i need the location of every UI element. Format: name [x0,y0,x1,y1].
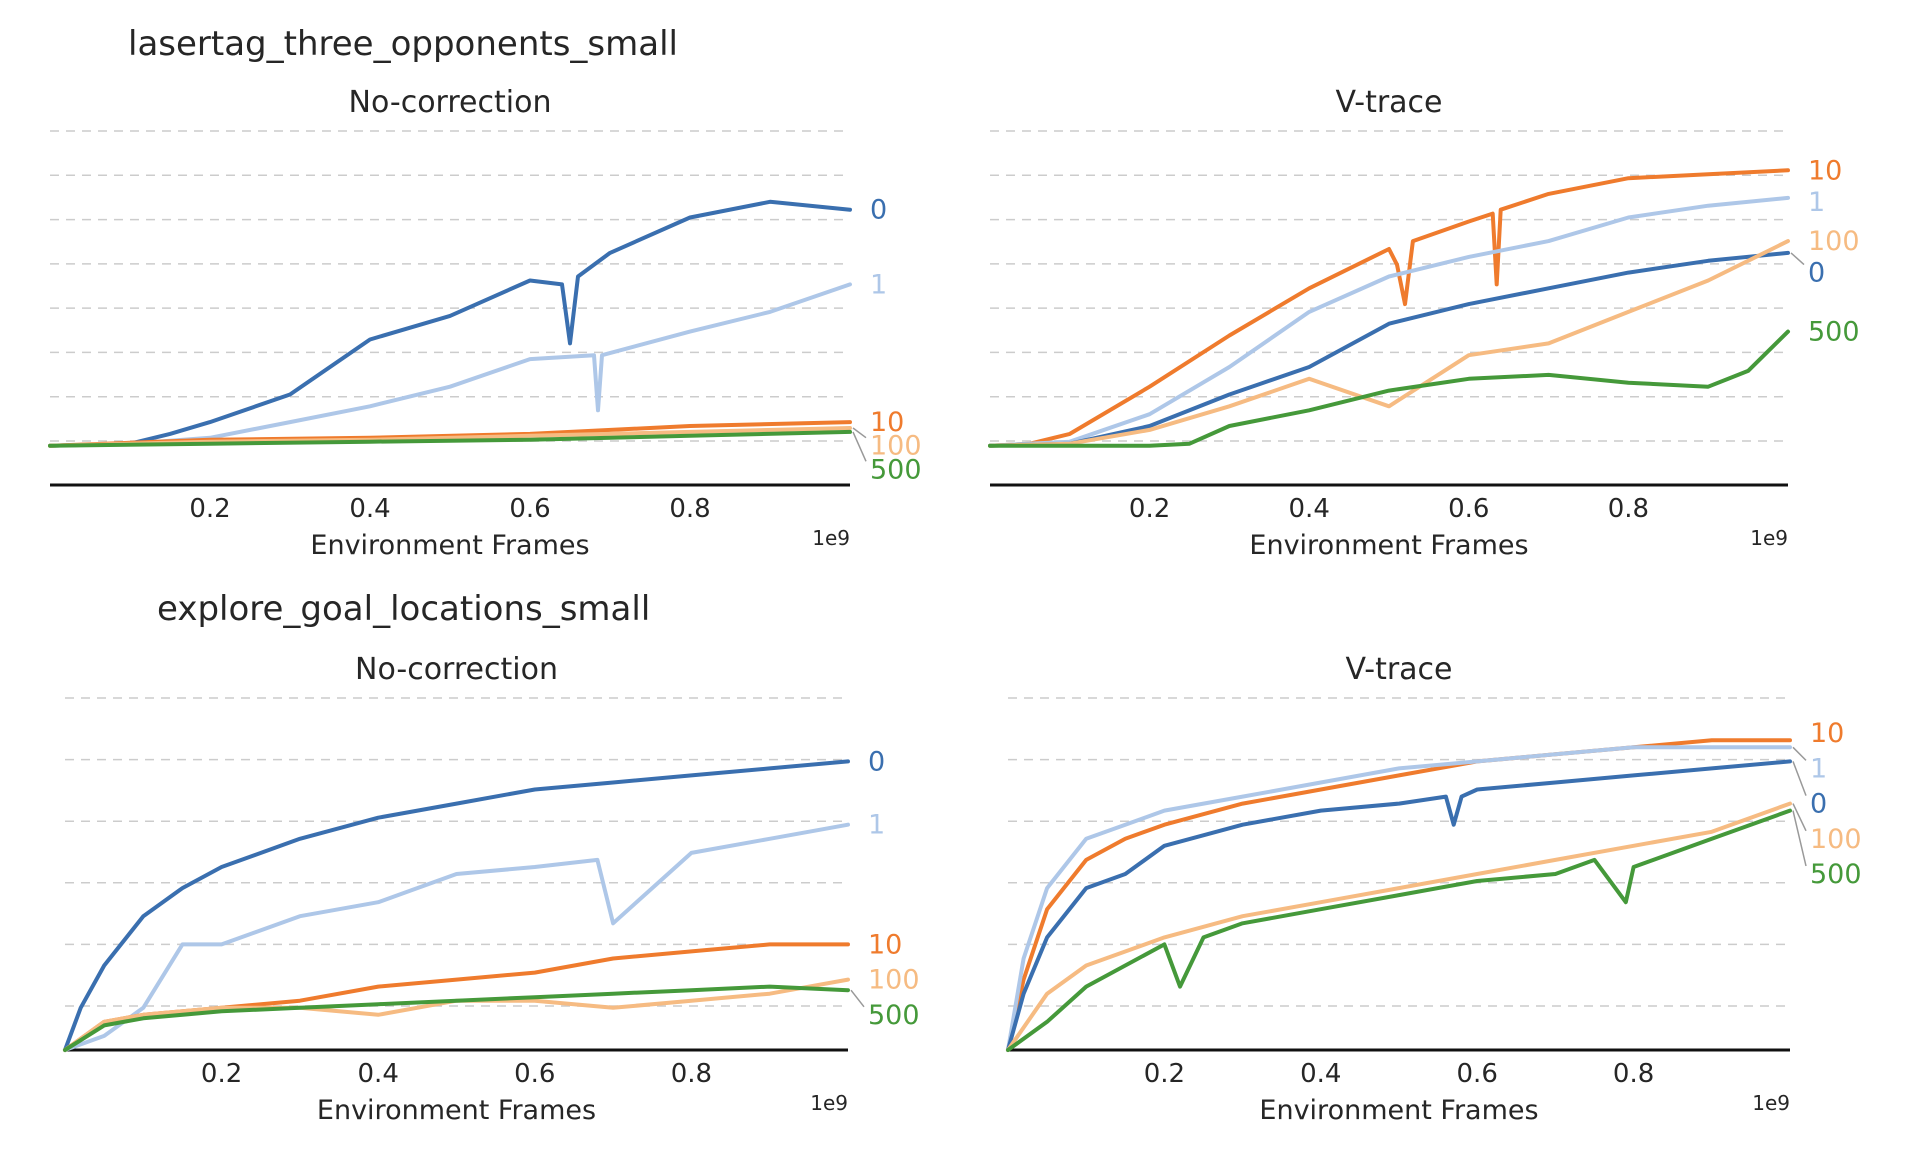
series-lines [1006,738,1792,1052]
series-line-0 [988,250,1790,448]
label-leader-line [1790,252,1805,266]
series-label-10: 10 [870,407,904,438]
series-label-100: 100 [870,431,922,462]
label-leader-line [852,427,867,439]
series-labels: 0 1 10 100 500 [850,746,920,1031]
series-label-500: 500 [1808,317,1860,348]
series-label-1: 1 [1808,187,1825,218]
panel-explore-v-trace: 0.2 0.4 0.6 0.8 Environment Frames 1e9 V-trace… [1006,652,1862,1126]
series-label-0: 0 [870,195,887,226]
series-lines [63,759,850,1052]
x-axis-label: Environment Frames [310,530,589,561]
series-label-10: 10 [1810,718,1844,749]
series-label-10: 10 [1808,155,1842,186]
series-line-0 [1006,759,1792,1052]
series-line-0 [48,199,852,448]
x-tick-label: 0.4 [358,1059,399,1089]
series-label-1: 1 [870,269,887,300]
series-label-100: 100 [1808,226,1860,257]
series-label-0: 0 [1810,789,1827,820]
series-line-100 [63,977,850,1052]
grid-lines [65,697,843,1007]
label-leader-line [1792,761,1807,796]
panel-lasertag-no-correction: 0.2 0.4 0.6 0.8 Environment Frames 1e9 No-corr… [48,85,922,561]
series-line-1 [988,195,1790,448]
subplot-title: No-correction [349,85,552,120]
series-line-1 [1006,745,1792,1052]
series-line-1 [63,822,850,1052]
x-tick-label: 0.8 [1608,494,1649,524]
grid-lines [1008,697,1785,1007]
subplot-title: V-trace [1345,652,1452,687]
subplot-title: No-correction [355,652,558,687]
series-line-100 [988,239,1790,448]
x-tick-label: 0.2 [201,1059,242,1089]
series-lines [988,168,1790,448]
label-leader-line [1792,810,1807,867]
x-tick-label: 0.8 [669,494,710,524]
series-label-500: 500 [868,1000,920,1031]
env-titles: lasertag_three_opponents_small explore_g… [128,24,678,629]
x-tick-label: 0.4 [349,494,390,524]
series-label-10: 10 [868,929,902,960]
series-line-500 [1006,808,1792,1052]
env-title-explore: explore_goal_locations_small [157,589,650,629]
label-leader-line [850,989,865,1008]
series-label-1: 1 [1810,753,1827,784]
x-tick-label: 0.6 [1457,1059,1498,1089]
label-leader-line [852,431,867,462]
series-label-0: 0 [868,746,885,777]
label-leader-line [1792,803,1807,832]
x-multiplier: 1e9 [1750,526,1788,550]
series-label-100: 100 [1810,824,1862,855]
x-tick-label: 0.6 [509,494,550,524]
x-tick-label: 0.8 [1613,1059,1654,1089]
panel-lasertag-v-trace: 0.2 0.4 0.6 0.8 Environment Frames 1e9 V-trace… [988,85,1860,561]
x-multiplier: 1e9 [810,1091,848,1115]
panel-explore-no-correction: 0.2 0.4 0.6 0.8 Environment Frames 1e9 No-corr… [63,652,920,1126]
series-label-500: 500 [870,454,922,485]
env-title-lasertag: lasertag_three_opponents_small [128,24,678,64]
series-line-500 [988,329,1790,448]
x-tick-label: 0.2 [189,494,230,524]
label-leader-line [1792,746,1807,761]
x-tick-label: 0.4 [1289,494,1330,524]
series-label-100: 100 [868,965,920,996]
x-multiplier: 1e9 [812,526,850,550]
series-lines [48,199,852,448]
x-tick-label: 0.6 [1448,494,1489,524]
grid-lines [50,130,845,442]
series-line-0 [63,759,850,1052]
x-tick-label: 0.2 [1144,1059,1185,1089]
series-line-500 [48,429,852,448]
series-line-500 [63,984,850,1052]
x-axis-label: Environment Frames [1259,1095,1538,1126]
series-label-500: 500 [1810,859,1862,890]
x-axis-label: Environment Frames [317,1095,596,1126]
x-axis-label: Environment Frames [1249,530,1528,561]
series-label-0: 0 [1808,258,1825,289]
x-tick-label: 0.2 [1129,494,1170,524]
x-tick-label: 0.4 [1300,1059,1341,1089]
x-tick-label: 0.6 [514,1059,555,1089]
x-tick-label: 0.8 [671,1059,712,1089]
x-multiplier: 1e9 [1752,1091,1790,1115]
series-label-1: 1 [868,810,885,841]
series-line-100 [1006,801,1792,1052]
subplot-title: V-trace [1335,85,1442,120]
